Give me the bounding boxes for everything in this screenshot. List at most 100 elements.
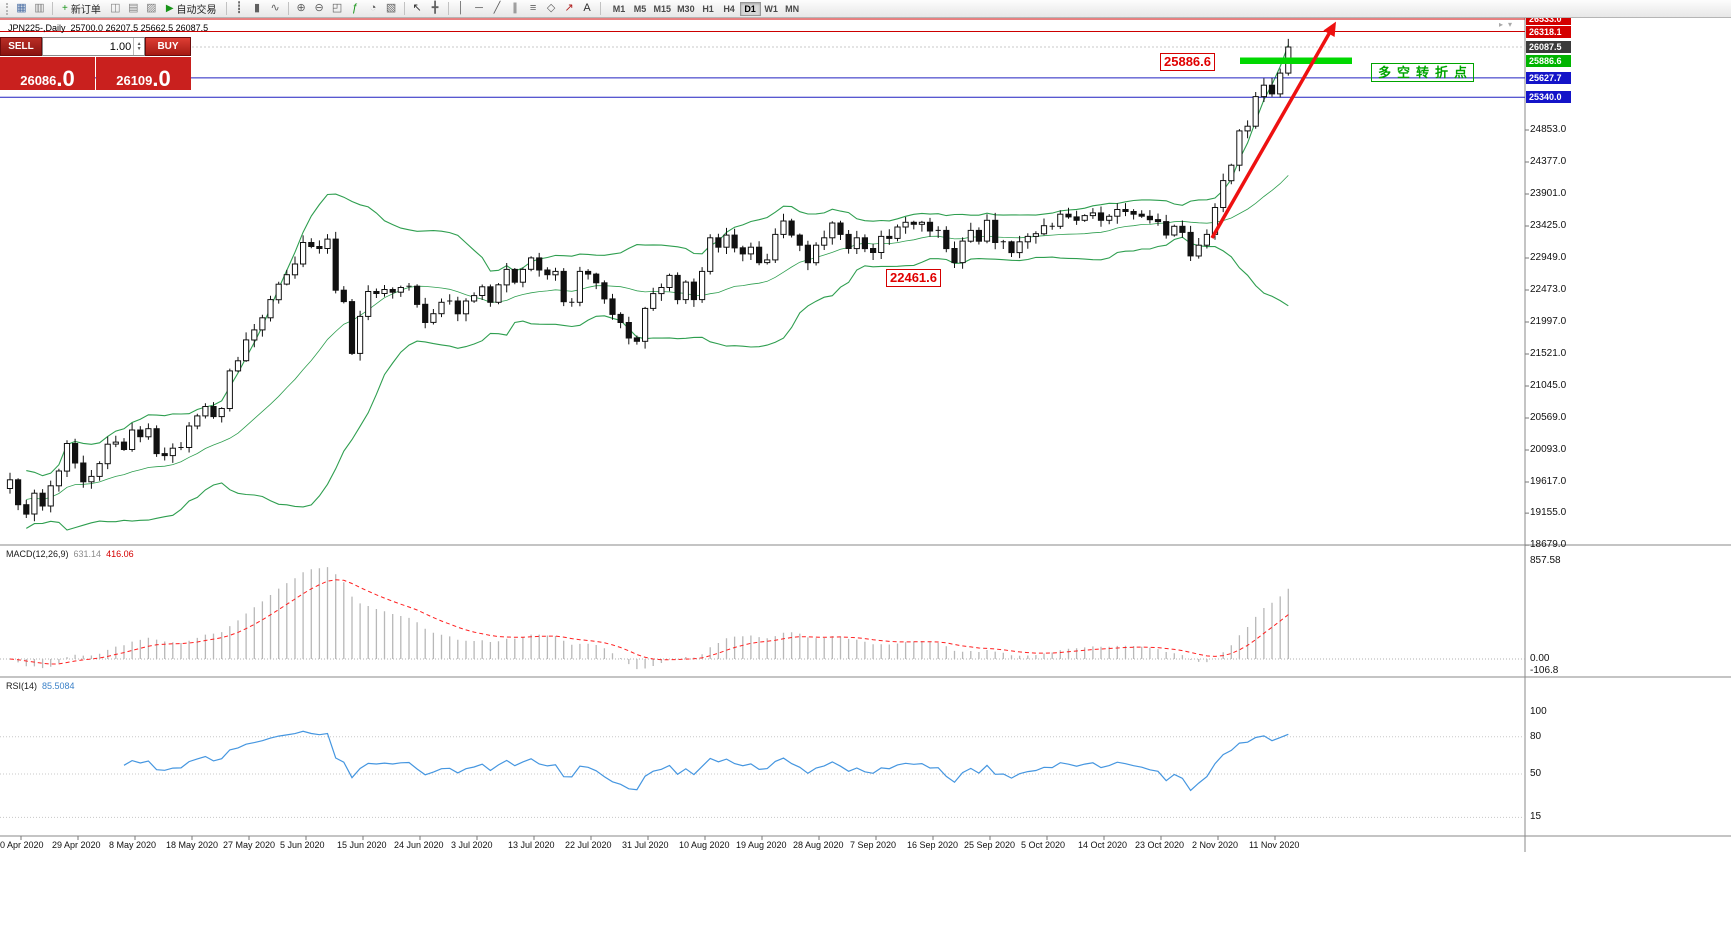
price-fraction: .0 [152, 66, 171, 91]
autotrading-button[interactable]: ▶ 自动交易 [161, 1, 222, 16]
date-label: 11 Nov 2020 [1249, 840, 1300, 850]
new-order-button[interactable]: + 新订单 [57, 1, 106, 16]
macd-name: MACD(12,26,9) [6, 549, 69, 559]
zoom-in-icon[interactable]: ⊕ [296, 2, 306, 14]
horizontal-line-icon[interactable]: ─ [475, 2, 483, 14]
date-label: 25 Sep 2020 [964, 840, 1016, 850]
autotrading-button-icon: ▶ [165, 3, 174, 14]
fibonacci-icon[interactable]: ≡ [529, 2, 537, 14]
sell-button[interactable]: SELL [0, 37, 42, 56]
price-tick: 24853.0 [1530, 124, 1567, 135]
new-order-button-label: 新订单 [70, 5, 101, 16]
resistance-price-label[interactable]: 25886.6 [1160, 53, 1215, 71]
price-tick: 21521.0 [1530, 348, 1567, 359]
buy-price[interactable]: 26109.0 [96, 57, 191, 90]
annotation-objects-layer[interactable] [1210, 21, 1352, 239]
price-tick: 22473.0 [1530, 284, 1567, 295]
market-watch-icon[interactable]: ◫ [110, 2, 121, 14]
chart-canvas[interactable] [0, 18, 1731, 936]
trend-arrow-head [1323, 21, 1336, 37]
timeframe-h4[interactable]: H4 [723, 3, 735, 14]
autotrading-button-label: 自动交易 [176, 5, 217, 16]
crosshair-icon[interactable]: ╋ [431, 2, 439, 14]
navigator-icon[interactable]: ▤ [128, 2, 139, 14]
timeframe-w1[interactable]: W1 [764, 3, 778, 14]
periods-icon[interactable]: ◔ [369, 2, 377, 14]
buy-button[interactable]: BUY [145, 37, 191, 56]
volume-down-icon[interactable]: ▼ [136, 45, 142, 52]
toolbar-separator [447, 2, 449, 15]
macd-signal-value: 416.06 [106, 549, 134, 559]
timeframe-m30[interactable]: M30 [677, 3, 695, 14]
price-fraction: .0 [56, 66, 75, 91]
timeframe-d1[interactable]: D1 [739, 1, 761, 16]
price-integer: 26086 [20, 73, 57, 88]
chart-shift-icon[interactable]: ▸ [1499, 20, 1504, 29]
chart-title: JPN225-,Daily 25700.0 26207.5 25662.5 260… [8, 23, 213, 33]
tile-windows-icon[interactable]: ◰ [331, 2, 343, 14]
axis-tick-marks [20, 129, 1529, 840]
time-axis[interactable]: 20 Apr 2020 29 Apr 2020 8 May 2020 18 May 2… [0, 836, 1525, 854]
volume-up-icon[interactable]: ▲ [136, 40, 142, 47]
cursor-icon[interactable]: ↖ [412, 2, 422, 14]
chart-list-icon[interactable]: ▥ [34, 2, 45, 14]
zoom-out-icon[interactable]: ⊖ [314, 2, 324, 14]
price-tick: 24377.0 [1530, 156, 1567, 167]
price-chip: 25886.6 [1526, 54, 1571, 67]
timeframe-m1[interactable]: M1 [612, 3, 626, 14]
trendline-icon[interactable]: ╱ [493, 2, 501, 14]
toolbar-separator [403, 2, 405, 15]
new-chart-icon[interactable]: ▦ [16, 2, 27, 14]
rsi-axis-tick: 80 [1530, 730, 1542, 742]
date-label: 22 Jul 2020 [565, 840, 612, 850]
one-click-trading-panel: SELL ▲ ▼ BUY 26086.0 26109.0 [0, 37, 191, 90]
date-label: 5 Oct 2020 [1021, 840, 1066, 850]
panel-separators[interactable] [0, 18, 1731, 852]
date-label: 31 Jul 2020 [622, 840, 669, 850]
rsi-indicator-label: RSI(14) 85.5084 [6, 681, 75, 691]
bar-chart-icon[interactable]: ┋ [235, 2, 243, 14]
terminal-icon[interactable]: ▨ [146, 2, 157, 14]
macd-layer [0, 567, 1525, 670]
date-label: 3 Jul 2020 [451, 840, 493, 850]
new-order-button-icon: + [62, 3, 68, 14]
note-label[interactable]: 多空转折点 [1371, 63, 1475, 82]
support-price-label[interactable]: 22461.6 [886, 269, 941, 287]
macd-axis-tick: -106.8 [1530, 665, 1559, 677]
price-tick: 19155.0 [1530, 507, 1567, 519]
text-icon[interactable]: A [583, 2, 591, 14]
vertical-line-icon[interactable]: │ [457, 2, 465, 14]
date-label: 13 Jul 2020 [508, 840, 555, 850]
date-label: 2 Nov 2020 [1192, 840, 1239, 850]
templates-icon[interactable]: ▧ [385, 2, 397, 14]
resistance-band [1240, 57, 1352, 64]
rsi-axis-tick: 50 [1530, 768, 1542, 779]
price-tick: 20569.0 [1530, 412, 1567, 423]
price-integer: 26109 [116, 73, 153, 88]
price-axis[interactable]: 26533.0 26318.1 26087.5 25886.6 25627.7 25340… [1525, 13, 1731, 850]
sell-price[interactable]: 26086.0 [0, 57, 95, 90]
horizontal-lines-layer[interactable] [0, 18, 1525, 98]
volume-stepper[interactable]: ▲ ▼ [133, 38, 144, 55]
timeframe-m5[interactable]: M5 [633, 3, 647, 14]
line-chart-icon[interactable]: ∿ [270, 2, 280, 14]
chart-corner-controls: ▸ ▾ [1499, 20, 1512, 29]
price-chip: 26087.5 [1526, 41, 1571, 53]
candlestick-chart-icon[interactable]: ▮ [254, 2, 261, 14]
volume-input[interactable] [43, 38, 134, 55]
price-tick: 21997.0 [1530, 316, 1567, 327]
timeframe-mn[interactable]: MN [785, 3, 800, 14]
auto-scroll-icon[interactable]: ▾ [1508, 20, 1513, 29]
arrows-icon[interactable]: ↗ [564, 2, 574, 14]
date-label: 28 Aug 2020 [793, 840, 844, 850]
toolbar-grip [6, 2, 9, 15]
date-label: 8 May 2020 [109, 840, 157, 850]
shapes-icon[interactable]: ◇ [546, 2, 556, 14]
equidistant-channel-icon[interactable]: ∥ [512, 2, 518, 14]
indicators-icon[interactable]: ƒ [351, 2, 359, 14]
date-label: 19 Aug 2020 [736, 840, 787, 850]
timeframe-h1[interactable]: H1 [702, 3, 714, 14]
timeframe-m15[interactable]: M15 [653, 3, 672, 14]
timeframe-switcher: M1 M5 M15 M30 H1 H4 D1 W1 MN [609, 1, 803, 16]
